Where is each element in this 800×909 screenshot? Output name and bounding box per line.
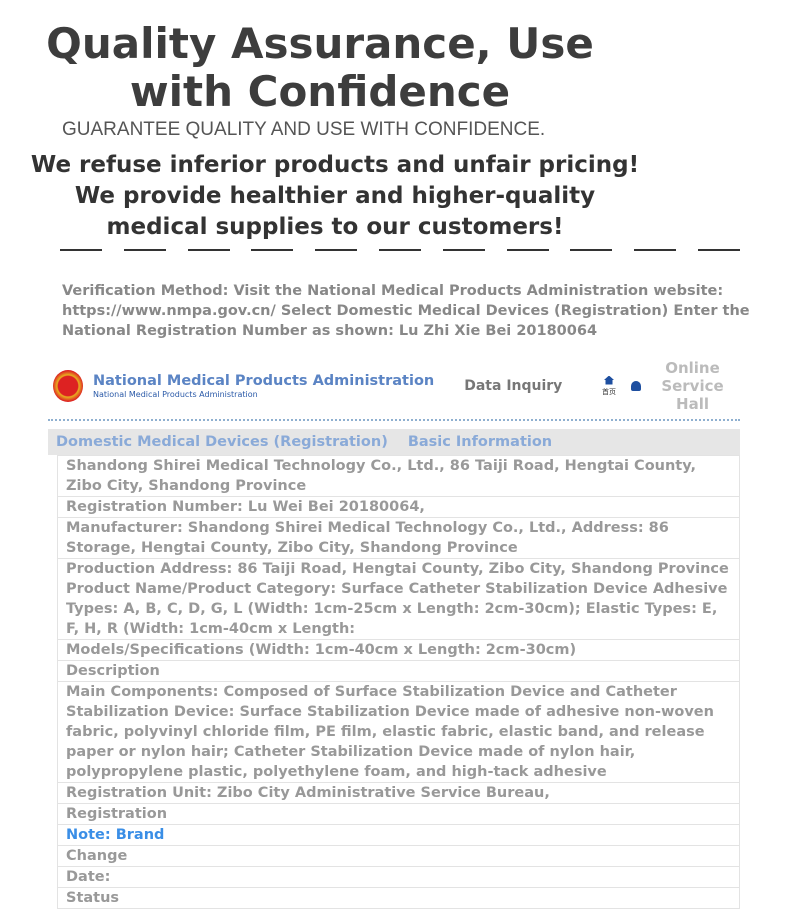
home-link[interactable]: 首页	[597, 375, 621, 397]
data-inquiry-link[interactable]: Data Inquiry	[464, 378, 563, 394]
header-divider	[48, 419, 740, 421]
production-address: Production Address: 86 Taiji Road, Hengt…	[58, 559, 739, 640]
hero-statements: We refuse inferior products and unfair p…	[0, 150, 670, 243]
online-service-hall-label: Online Service Hall	[661, 359, 724, 413]
home-icon	[604, 375, 614, 385]
registration-unit: Registration Unit: Zibo City Administrat…	[58, 783, 739, 804]
org-name-small: National Medical Products Administration	[93, 390, 258, 399]
description-label: Description	[58, 661, 739, 682]
home-label: 首页	[602, 387, 616, 396]
main-components: Main Components: Composed of Surface Sta…	[58, 682, 739, 783]
org-block: National Medical Products Administration…	[93, 372, 434, 400]
date-label: Date:	[58, 867, 739, 888]
specifications: Models/Specifications (Width: 1cm-40cm x…	[58, 640, 739, 661]
online-service-hall-link[interactable]: Online Service Hall	[631, 359, 740, 413]
statement-1: We refuse inferior products and unfair p…	[30, 152, 640, 178]
section-bar: Domestic Medical Devices (Registration) …	[48, 429, 740, 455]
divider-dashes	[60, 243, 740, 251]
user-service-icon	[631, 381, 641, 391]
nmpa-site: National Medical Products Administration…	[48, 355, 740, 909]
statement-2: We provide healthier and higher-quality	[74, 183, 596, 209]
tab-basic-information[interactable]: Basic Information	[407, 434, 553, 450]
statement-3: medical supplies to our customers!	[106, 214, 564, 240]
status-label: Status	[58, 888, 739, 909]
site-header: National Medical Products Administration…	[48, 355, 740, 419]
registration-number: Registration Number: Lu Wei Bei 20180064…	[58, 497, 739, 518]
sidebar-domestic-devices[interactable]: Domestic Medical Devices (Registration)	[56, 434, 388, 450]
info-table: Shandong Shirei Medical Technology Co., …	[57, 455, 740, 909]
hero-subtitle: GUARANTEE QUALITY AND USE WITH CONFIDENC…	[62, 119, 546, 140]
hero-title: Quality Assurance, Use with Confidence	[46, 19, 594, 116]
verification-method: Verification Method: Visit the National …	[62, 283, 750, 339]
org-name: National Medical Products Administration	[93, 373, 435, 389]
manufacturer-text: Manufacturer: Shandong Shirei Medical Te…	[58, 518, 739, 559]
brand-change-note[interactable]: Note: Brand	[58, 825, 739, 846]
manufacturer-address-text: Shandong Shirei Medical Technology Co., …	[58, 456, 739, 497]
registration-label: Registration	[58, 804, 739, 825]
emblem-icon	[53, 370, 83, 402]
change-label: Change	[58, 846, 739, 867]
